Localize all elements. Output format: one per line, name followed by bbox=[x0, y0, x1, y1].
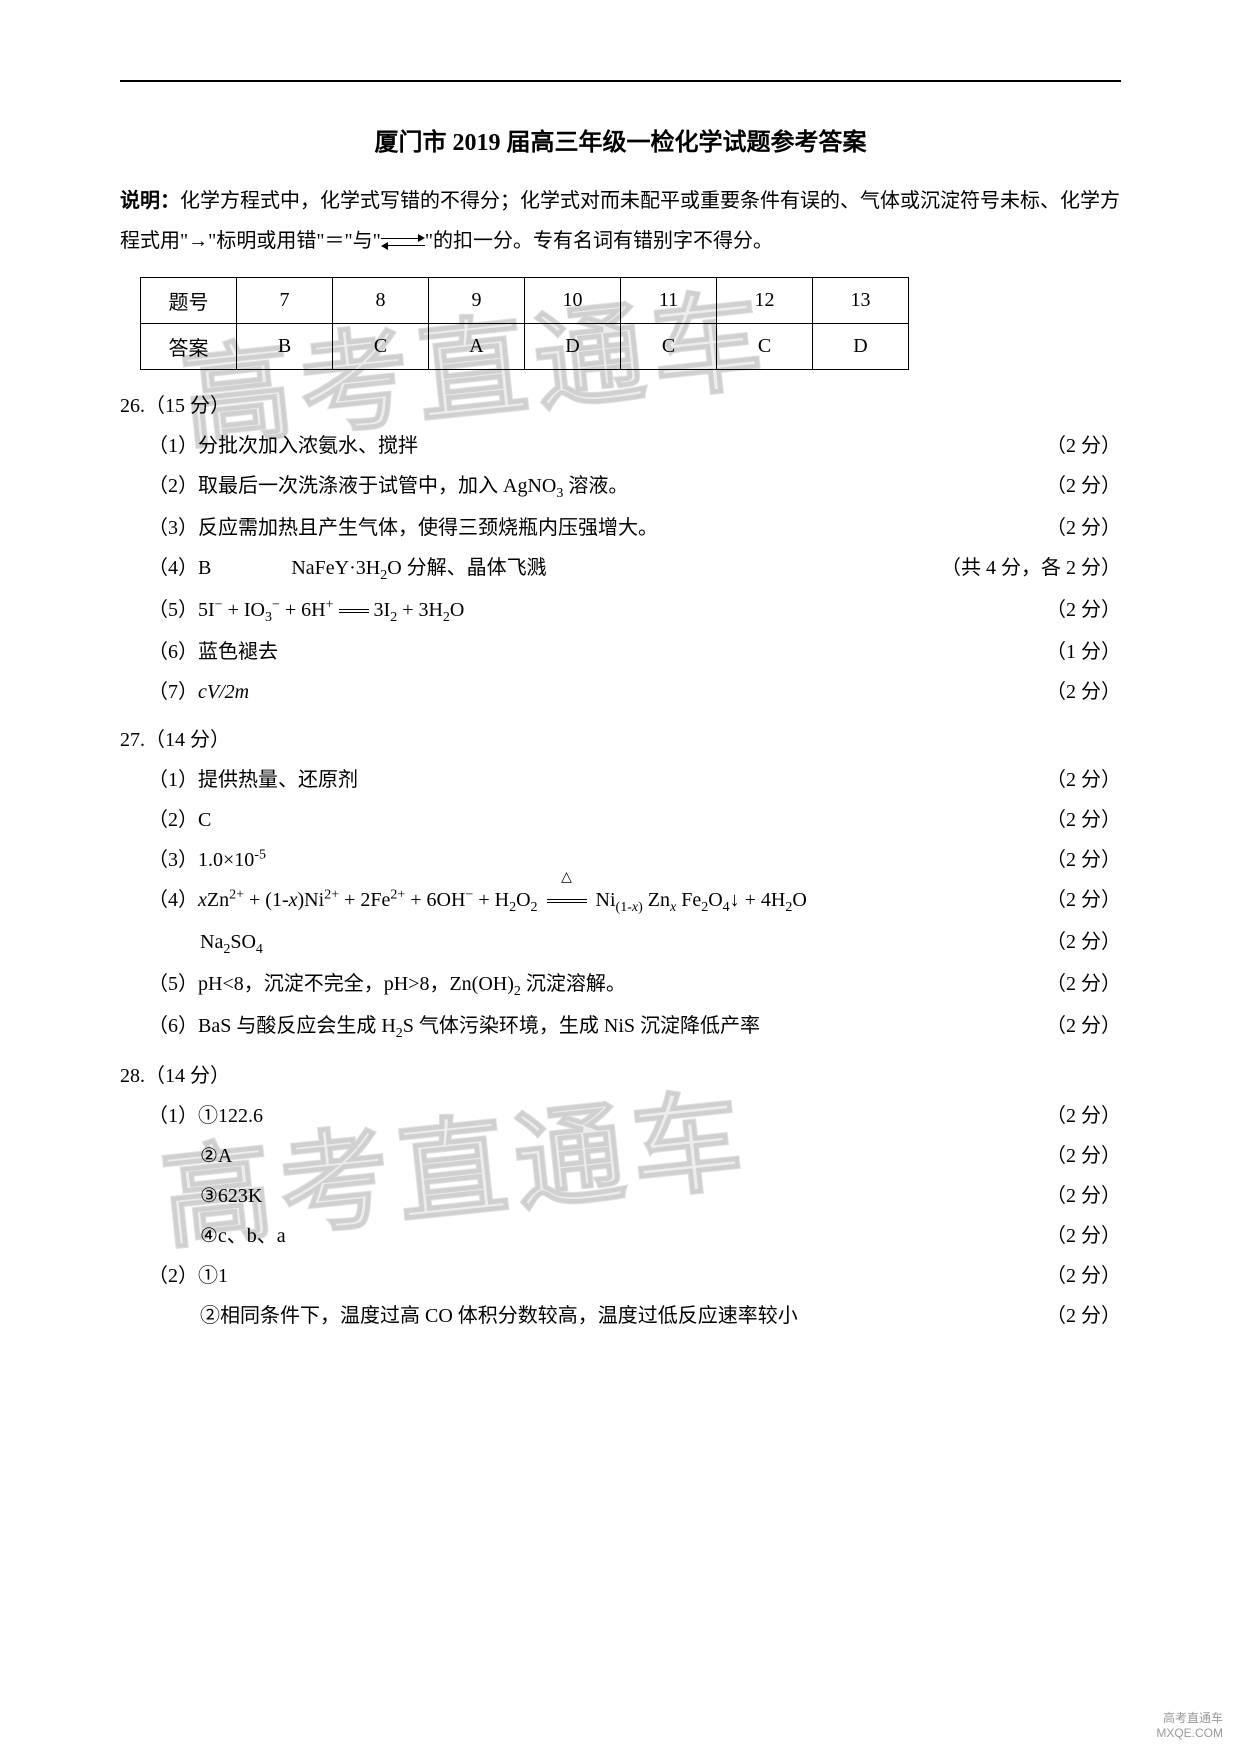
q27-item-3: （3）1.0×10-5 （2 分） bbox=[120, 840, 1121, 880]
q27-4-score: （2 分） bbox=[1026, 880, 1121, 920]
q27-head: 27.（14 分） bbox=[120, 720, 1121, 760]
page-title: 厦门市 2019 届高三年级一检化学试题参考答案 bbox=[120, 122, 1121, 157]
q27-4-text: （4）xZn2+ + (1-x)Ni2+ + 2Fe2+ + 6OH− + H2… bbox=[148, 880, 1026, 922]
q27-3-score: （2 分） bbox=[1026, 840, 1121, 880]
table-header-label: 题号 bbox=[141, 278, 237, 324]
q28-1a-score: （2 分） bbox=[1026, 1096, 1121, 1136]
description-label: 说明： bbox=[120, 190, 180, 212]
q26-6-text: （6）蓝色褪去 bbox=[148, 632, 1026, 672]
q27-item-4b: Na2SO4 （2 分） bbox=[120, 922, 1121, 964]
table-cell: A bbox=[429, 324, 525, 370]
q26-2-score: （2 分） bbox=[1026, 466, 1121, 506]
table-row: 答案 B C A D C C D bbox=[141, 324, 909, 370]
table-cell: 7 bbox=[237, 278, 333, 324]
q28-1a-text: （1）①122.6 bbox=[148, 1096, 1026, 1136]
table-cell: 10 bbox=[525, 278, 621, 324]
q28-item-1a: （1）①122.6 （2 分） bbox=[120, 1096, 1121, 1136]
q27-item-4: （4）xZn2+ + (1-x)Ni2+ + 2Fe2+ + 6OH− + H2… bbox=[120, 880, 1121, 922]
q26-7-score: （2 分） bbox=[1026, 672, 1121, 712]
q28-item-1d: ④c、b、a （2 分） bbox=[120, 1216, 1121, 1256]
q26-5-score: （2 分） bbox=[1026, 590, 1121, 630]
q27-5-score: （2 分） bbox=[1026, 964, 1121, 1004]
q26-1-score: （2 分） bbox=[1026, 426, 1121, 466]
q26-6-score: （1 分） bbox=[1026, 632, 1121, 672]
q26-item-5: （5）5I− + IO3− + 6H+ 3I2 + 3H2O （2 分） bbox=[120, 590, 1121, 632]
table-cell: 11 bbox=[621, 278, 717, 324]
table-cell: 8 bbox=[333, 278, 429, 324]
q27-2-score: （2 分） bbox=[1026, 800, 1121, 840]
table-cell: B bbox=[237, 324, 333, 370]
table-cell: 12 bbox=[717, 278, 813, 324]
q28-2b-text: ②相同条件下，温度过高 CO 体积分数较高，温度过低反应速率较小 bbox=[200, 1296, 1026, 1336]
table-cell: C bbox=[333, 324, 429, 370]
reversible-arrow-icon bbox=[381, 235, 425, 249]
page: 高考直通车 高考直通车 厦门市 2019 届高三年级一检化学试题参考答案 说明：… bbox=[0, 0, 1241, 1396]
q27-item-2: （2）C （2 分） bbox=[120, 800, 1121, 840]
q26-item-1: （1）分批次加入浓氨水、搅拌 （2 分） bbox=[120, 426, 1121, 466]
q27-3-text: （3）1.0×10-5 bbox=[148, 840, 1026, 880]
q28-head: 28.（14 分） bbox=[120, 1056, 1121, 1096]
q26-2-text: （2）取最后一次洗涤液于试管中，加入 AgNO3 溶液。 bbox=[148, 466, 1026, 508]
q27-1-text: （1）提供热量、还原剂 bbox=[148, 760, 1026, 800]
q26-4-score: （共 4 分，各 2 分） bbox=[921, 548, 1121, 588]
corner-watermark: 高考直通车 MXQE.COM bbox=[1156, 1711, 1223, 1742]
q28-1b-text: ②A bbox=[200, 1136, 1026, 1176]
q26-item-3: （3）反应需加热且产生气体，使得三颈烧瓶内压强增大。 （2 分） bbox=[120, 508, 1121, 548]
question-27: 27.（14 分） （1）提供热量、还原剂 （2 分） （2）C （2 分） （… bbox=[120, 720, 1121, 1048]
q27-1-score: （2 分） bbox=[1026, 760, 1121, 800]
question-28: 28.（14 分） （1）①122.6 （2 分） ②A （2 分） ③623K… bbox=[120, 1056, 1121, 1336]
corner-line2: MXQE.COM bbox=[1156, 1726, 1223, 1742]
q26-1-text: （1）分批次加入浓氨水、搅拌 bbox=[148, 426, 1026, 466]
q26-5-text: （5）5I− + IO3− + 6H+ 3I2 + 3H2O bbox=[148, 590, 1026, 632]
description-text-2: "的扣一分。专有名词有错别字不得分。 bbox=[425, 230, 773, 252]
table-cell: 13 bbox=[813, 278, 909, 324]
table-cell: C bbox=[717, 324, 813, 370]
q28-2b-score: （2 分） bbox=[1026, 1296, 1121, 1336]
table-cell: 9 bbox=[429, 278, 525, 324]
q26-3-text: （3）反应需加热且产生气体，使得三颈烧瓶内压强增大。 bbox=[148, 508, 1026, 548]
q28-1c-text: ③623K bbox=[200, 1176, 1026, 1216]
q27-item-6: （6）BaS 与酸反应会生成 H2S 气体污染环境，生成 NiS 沉淀降低产率 … bbox=[120, 1006, 1121, 1048]
q27-item-5: （5）pH<8，沉淀不完全，pH>8，Zn(OH)2 沉淀溶解。 （2 分） bbox=[120, 964, 1121, 1006]
q26-4-text: （4）B NaFeY·3H2O 分解、晶体飞溅 bbox=[148, 548, 921, 590]
q28-item-1b: ②A （2 分） bbox=[120, 1136, 1121, 1176]
q28-1d-score: （2 分） bbox=[1026, 1216, 1121, 1256]
q27-5-text: （5）pH<8，沉淀不完全，pH>8，Zn(OH)2 沉淀溶解。 bbox=[148, 964, 1026, 1006]
table-row: 题号 7 8 9 10 11 12 13 bbox=[141, 278, 909, 324]
q26-3-score: （2 分） bbox=[1026, 508, 1121, 548]
q27-item-1: （1）提供热量、还原剂 （2 分） bbox=[120, 760, 1121, 800]
corner-line1: 高考直通车 bbox=[1156, 1711, 1223, 1727]
top-rule bbox=[120, 80, 1121, 82]
q27-6-text: （6）BaS 与酸反应会生成 H2S 气体污染环境，生成 NiS 沉淀降低产率 bbox=[148, 1006, 1026, 1048]
q28-2a-score: （2 分） bbox=[1026, 1256, 1121, 1296]
q26-item-4: （4）B NaFeY·3H2O 分解、晶体飞溅 （共 4 分，各 2 分） bbox=[120, 548, 1121, 590]
q28-item-2a: （2）①1 （2 分） bbox=[120, 1256, 1121, 1296]
q27-6-score: （2 分） bbox=[1026, 1006, 1121, 1046]
q28-1d-text: ④c、b、a bbox=[200, 1216, 1026, 1256]
q26-7-text: （7）cV/2m bbox=[148, 672, 1026, 712]
answer-table: 题号 7 8 9 10 11 12 13 答案 B C A D C C D bbox=[140, 277, 909, 370]
q28-1b-score: （2 分） bbox=[1026, 1136, 1121, 1176]
table-cell: D bbox=[525, 324, 621, 370]
q28-2a-text: （2）①1 bbox=[148, 1256, 1026, 1296]
q27-2-text: （2）C bbox=[148, 800, 1026, 840]
table-cell: D bbox=[813, 324, 909, 370]
question-26: 26.（15 分） （1）分批次加入浓氨水、搅拌 （2 分） （2）取最后一次洗… bbox=[120, 386, 1121, 712]
q28-item-2b: ②相同条件下，温度过高 CO 体积分数较高，温度过低反应速率较小 （2 分） bbox=[120, 1296, 1121, 1336]
q26-item-2: （2）取最后一次洗涤液于试管中，加入 AgNO3 溶液。 （2 分） bbox=[120, 466, 1121, 508]
q26-item-6: （6）蓝色褪去 （1 分） bbox=[120, 632, 1121, 672]
table-cell: C bbox=[621, 324, 717, 370]
q26-item-7: （7）cV/2m （2 分） bbox=[120, 672, 1121, 712]
q27-4b-score: （2 分） bbox=[1026, 922, 1121, 962]
q26-head: 26.（15 分） bbox=[120, 386, 1121, 426]
q28-1c-score: （2 分） bbox=[1026, 1176, 1121, 1216]
q27-4b-text: Na2SO4 bbox=[200, 922, 1026, 964]
q28-item-1c: ③623K （2 分） bbox=[120, 1176, 1121, 1216]
table-answer-label: 答案 bbox=[141, 324, 237, 370]
description: 说明：化学方程式中，化学式写错的不得分；化学式对而未配平或重要条件有误的、气体或… bbox=[120, 181, 1121, 261]
